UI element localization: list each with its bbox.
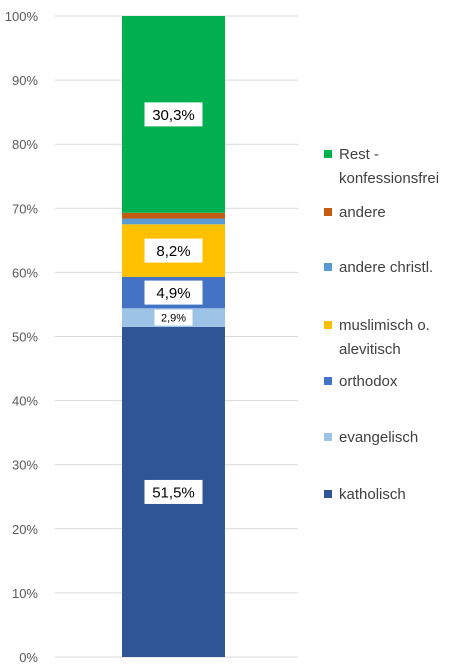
legend-label: orthodox [339,373,398,390]
legend-swatch [324,377,332,385]
legend-label: andere [339,204,386,221]
bar-segment-6 [122,212,225,219]
data-label-box [144,102,203,127]
y-tick-label: 30% [12,458,38,473]
legend-label: andere christl. [339,259,433,276]
legend-label: alevitisch [339,341,401,358]
bar-segment-5 [122,218,225,225]
legend-swatch [324,150,332,158]
data-label-box [144,238,203,263]
legend: Rest - konfessionsfrei andere andere christ… [324,146,439,503]
data-label-box [144,280,203,305]
y-tick-label: 50% [12,330,38,345]
legend-label: muslimisch o. [339,317,430,334]
legend-label: katholisch [339,486,406,503]
y-tick-label: 40% [12,394,38,409]
y-tick-label: 90% [12,73,38,88]
y-tick-label: 0% [19,650,38,665]
data-label: 30,3% [152,107,195,124]
data-label: 4,9% [156,285,190,302]
data-label: 51,5% [152,484,195,501]
y-tick-label: 80% [12,137,38,152]
legend-swatch [324,263,332,271]
legend-swatch [324,490,332,498]
y-tick-label: 70% [12,201,38,216]
data-label: 8,2% [156,243,190,260]
y-tick-label: 60% [12,265,38,280]
data-label-box [144,479,203,504]
y-tick-label: 10% [12,586,38,601]
legend-swatch [324,321,332,329]
y-axis-ticks: 0% 10% 20% 30% 40% 50% 60% 70% 80% 90% 100% [5,9,39,665]
data-label: 2,9% [161,313,186,325]
data-label-box [154,309,193,326]
data-labels: 51,5% 2,9% 4,9% 8,2% 30,3% [144,102,203,504]
y-tick-label: 20% [12,522,38,537]
y-tick-label: 100% [5,9,39,24]
legend-label: Rest - [339,146,379,163]
legend-swatch [324,433,332,441]
legend-label: evangelisch [339,429,418,446]
legend-swatch [324,208,332,216]
legend-label: konfessionsfrei [339,170,439,187]
